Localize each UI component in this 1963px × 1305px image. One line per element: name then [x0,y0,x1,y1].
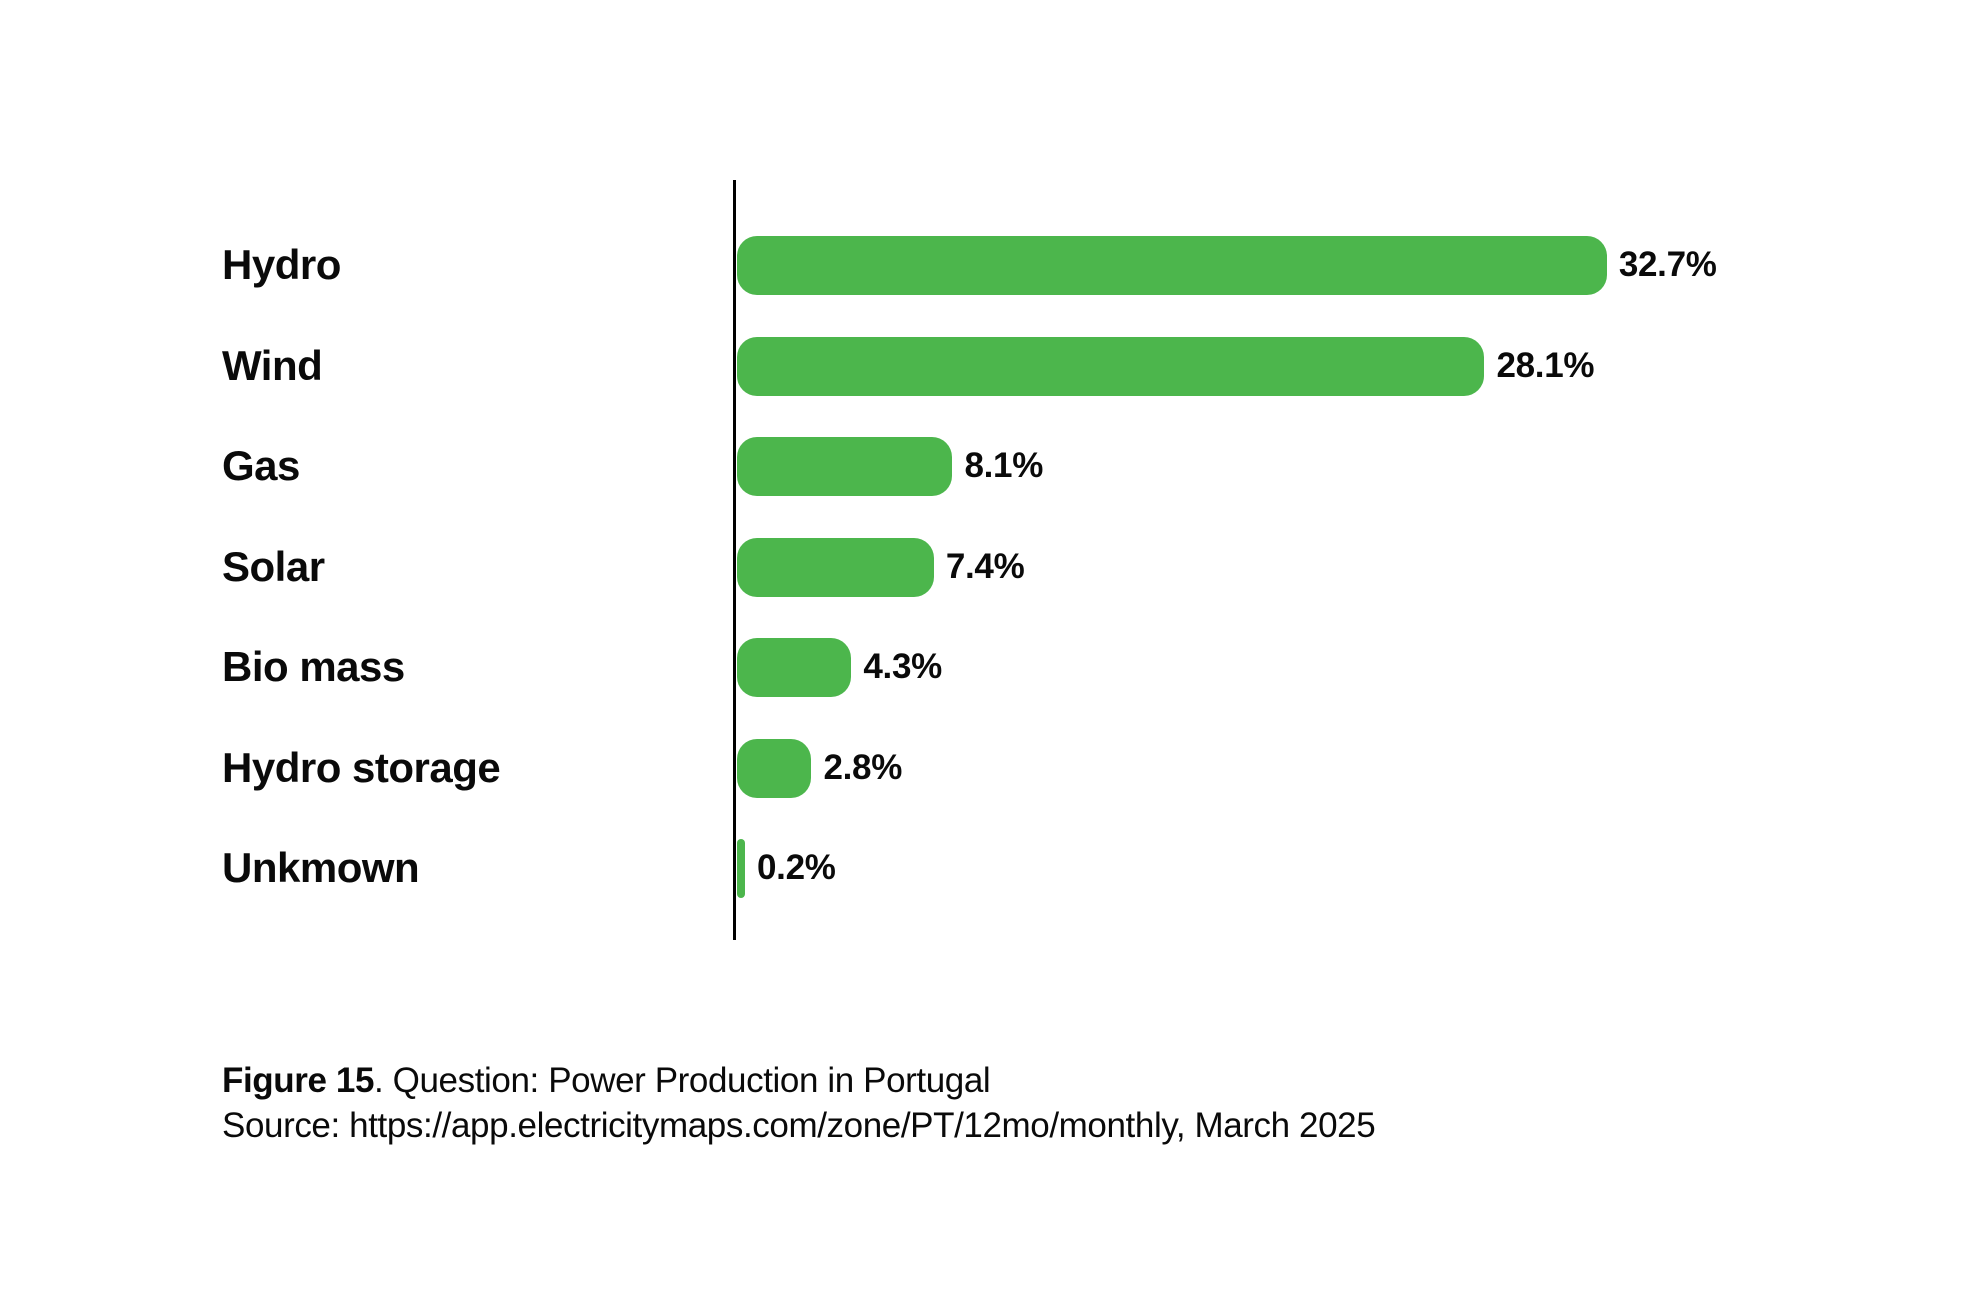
category-label-unkmown: Unkmown [222,844,420,891]
category-label-wind: Wind [222,341,323,389]
bar-hydro-storage [737,738,812,798]
figure-number: Figure 15 [222,1061,375,1100]
caption-source: Source: https://app.electricitymaps.com/… [222,1106,1376,1145]
bar-wind [737,336,1485,396]
category-label-hydro-storage: Hydro storage [222,743,501,791]
y-axis-line [733,180,736,940]
value-label-hydro-storage: 2.8% [823,747,903,787]
value-label-bio-mass: 4.3% [863,647,942,686]
bar-bio-mass [737,638,852,697]
category-label-hydro: Hydro [222,241,341,288]
bar-row-wind: Wind 28.1% [0,336,1963,396]
bar-row-unkmown: Unkmown 0.2% [0,838,1963,898]
bar-solar [737,537,934,597]
figure-title: . Question: Power Production in Portugal [374,1061,991,1100]
bar-unkmown [737,839,745,898]
category-label-bio-mass: Bio mass [222,643,405,690]
value-label-hydro: 32.7% [1618,245,1717,284]
value-label-solar: 7.4% [945,546,1025,586]
value-label-wind: 28.1% [1496,345,1595,385]
bar-hydro [737,236,1607,295]
bar-gas [737,437,953,496]
value-label-gas: 8.1% [964,446,1044,485]
bar-row-hydro: Hydro 32.7% [0,235,1963,295]
category-label-solar: Solar [222,542,325,590]
bar-row-hydro-storage: Hydro storage 2.8% [0,738,1963,798]
category-label-gas: Gas [222,442,300,489]
figure-caption: Figure 15. Question: Power Production in… [222,1058,1376,1148]
caption-line-1: Figure 15. Question: Power Production in… [222,1058,1375,1103]
value-label-unkmown: 0.2% [757,848,836,887]
bar-row-gas: Gas 8.1% [0,436,1963,496]
bar-row-solar: Solar 7.4% [0,537,1963,597]
bar-row-bio-mass: Bio mass 4.3% [0,637,1963,697]
